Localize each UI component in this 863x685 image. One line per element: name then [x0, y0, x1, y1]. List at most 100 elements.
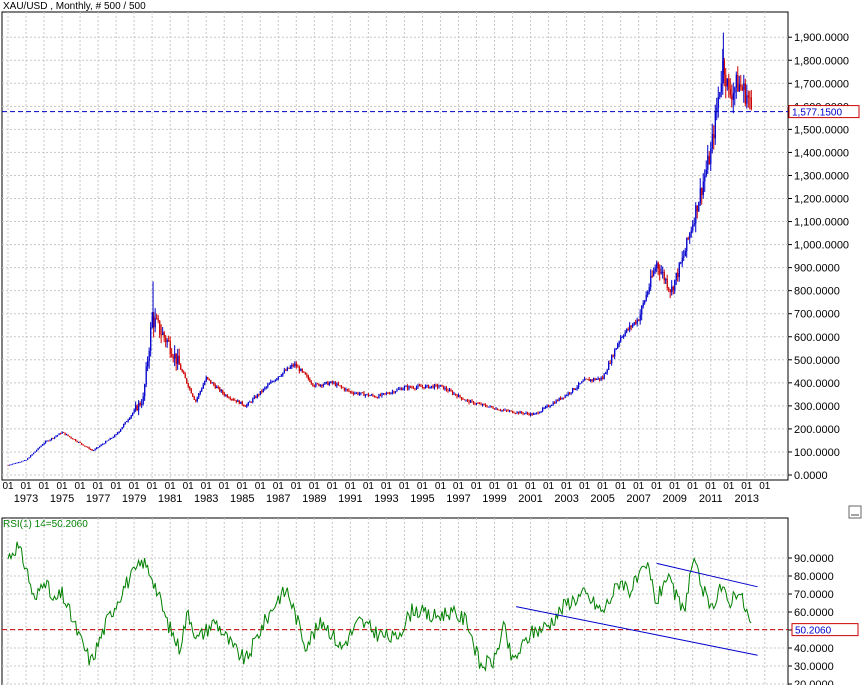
- candle-body: [585, 378, 587, 380]
- candle-body: [743, 83, 745, 91]
- rsi-trendline[interactable]: [516, 606, 758, 656]
- candle-body: [560, 397, 562, 400]
- month-tick-label: 01: [705, 481, 717, 492]
- candle-body: [58, 433, 60, 436]
- candle-body: [599, 378, 601, 380]
- candle-body: [506, 409, 508, 411]
- candle-body: [298, 366, 301, 372]
- candle-body: [485, 404, 487, 407]
- candle-body: [651, 275, 653, 277]
- candle-body: [512, 410, 514, 413]
- candle-body: [612, 355, 614, 357]
- candle-body: [195, 399, 197, 401]
- candle-body: [731, 95, 733, 100]
- candle-body: [249, 401, 251, 403]
- candle-body: [96, 447, 98, 449]
- candle-body: [542, 408, 544, 412]
- candle-body: [528, 413, 530, 416]
- candle-body: [349, 391, 352, 393]
- candle-body: [370, 394, 373, 396]
- rsi-chart-title: RSI(1) 14=50.2060: [3, 519, 88, 530]
- candle-body: [684, 251, 686, 257]
- candle-body: [500, 410, 502, 411]
- candle-body: [232, 399, 234, 400]
- month-tick-label: 01: [597, 481, 609, 492]
- rsi-trendlines[interactable]: [516, 562, 758, 656]
- candle-body: [626, 328, 628, 333]
- candle-body: [408, 386, 410, 389]
- candle-body: [118, 431, 120, 433]
- candle-body: [42, 444, 44, 446]
- candle-body: [690, 230, 692, 234]
- month-tick-label: 01: [687, 481, 699, 492]
- candle-body: [196, 397, 198, 401]
- month-tick-label: 01: [237, 481, 249, 492]
- year-tick-label: 1981: [158, 493, 182, 505]
- candle-body: [223, 393, 225, 396]
- rsi-tick-label: 90.0000: [794, 553, 834, 565]
- candle-body: [276, 378, 278, 380]
- candle-body: [210, 379, 212, 384]
- candle-body: [662, 272, 664, 273]
- candle-body: [318, 383, 320, 386]
- candle-body: [106, 440, 108, 442]
- candle-body: [286, 367, 288, 371]
- month-tick-label: 01: [759, 481, 771, 492]
- candle-body: [417, 385, 419, 388]
- candle-body: [144, 384, 146, 397]
- candle-body: [669, 289, 671, 292]
- candle-body: [459, 394, 461, 398]
- candle-body: [304, 372, 307, 375]
- month-tick-label: 01: [165, 481, 177, 492]
- candle-body: [442, 385, 445, 390]
- candle-body: [21, 461, 23, 463]
- candle-body: [388, 393, 391, 395]
- month-tick-label: 01: [399, 481, 411, 492]
- year-tick-label: 1989: [302, 493, 326, 505]
- candle-body: [491, 406, 493, 408]
- candle-body: [641, 306, 643, 315]
- candle-body: [569, 392, 571, 394]
- candle-body: [79, 442, 81, 443]
- candle-body: [355, 392, 358, 394]
- month-tick-label: 01: [255, 481, 267, 492]
- candle-body: [114, 435, 116, 438]
- year-tick-label: 2001: [518, 493, 542, 505]
- candle-body: [450, 389, 452, 392]
- candle-body: [69, 435, 71, 437]
- candle-body: [549, 406, 551, 407]
- candle-body: [7, 465, 9, 466]
- candle-body: [597, 378, 599, 380]
- candle-body: [430, 385, 433, 387]
- candle-body: [255, 396, 257, 398]
- candle-body: [584, 378, 586, 381]
- candle-body: [301, 368, 304, 372]
- candle-body: [726, 78, 728, 87]
- candle-body: [680, 262, 682, 264]
- candle-body: [306, 374, 308, 376]
- price-tick-label: 0.0000: [794, 470, 828, 482]
- candle-body: [342, 387, 344, 388]
- candle-body: [433, 384, 436, 389]
- rsi-trendline[interactable]: [656, 562, 758, 588]
- candle-body: [90, 449, 92, 450]
- candle-body: [15, 463, 17, 464]
- candle-body: [394, 391, 397, 393]
- maximize-rsi-button[interactable]: [848, 505, 862, 519]
- candle-body: [142, 396, 144, 404]
- candle-body: [171, 353, 173, 357]
- candle-body: [345, 389, 347, 391]
- candle-body: [66, 434, 68, 436]
- candle-body: [192, 393, 194, 397]
- candle-body: [426, 385, 428, 386]
- candle-body: [262, 388, 264, 392]
- candle-body: [391, 391, 394, 393]
- year-tick-label: 2011: [699, 493, 723, 505]
- candle-body: [241, 401, 243, 405]
- candle-body: [46, 440, 48, 442]
- month-tick-label: 01: [273, 481, 285, 492]
- candle-body: [93, 450, 95, 452]
- candle-body: [701, 188, 703, 195]
- candle-body: [183, 371, 185, 374]
- candle-body: [501, 410, 503, 411]
